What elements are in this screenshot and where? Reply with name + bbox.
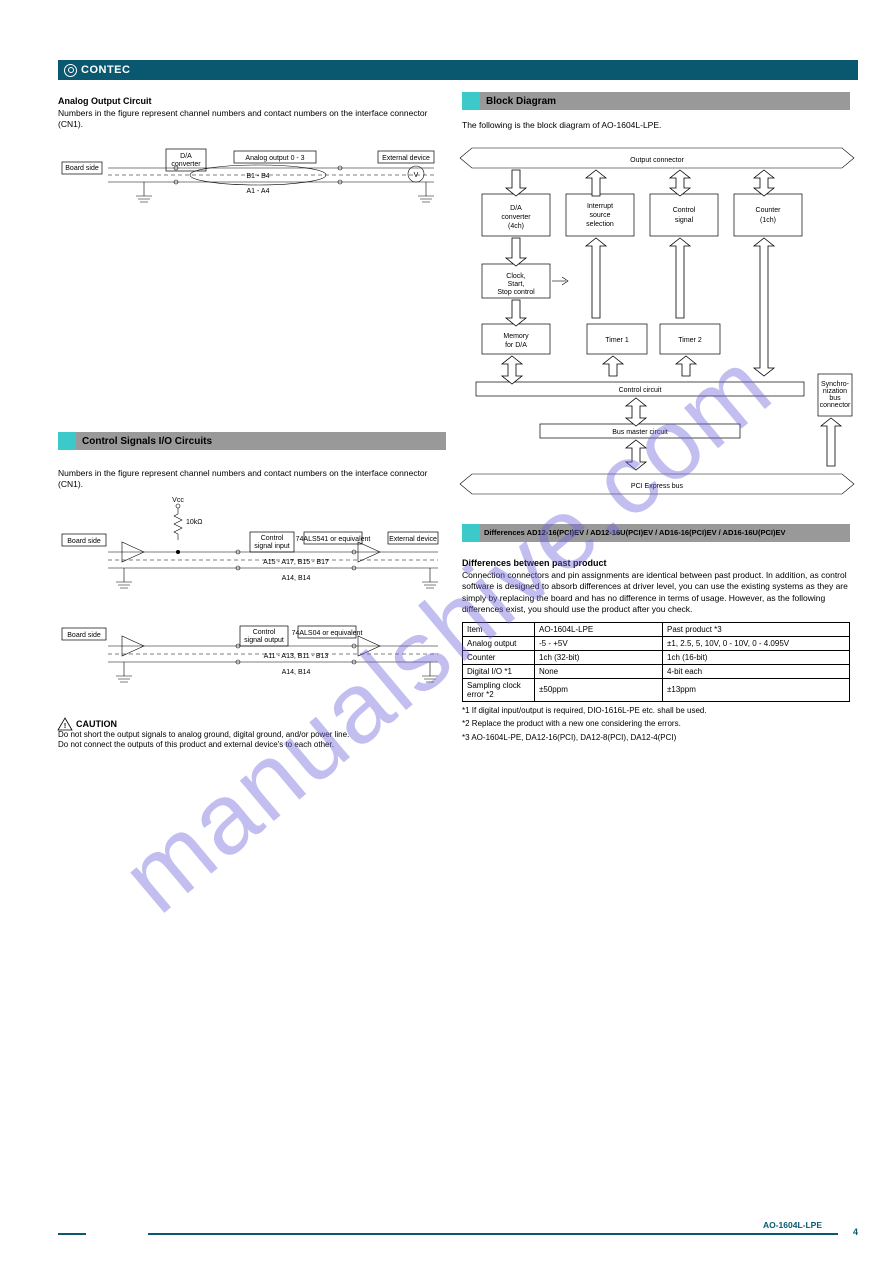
svg-text:Counter: Counter: [756, 207, 782, 214]
svg-text:nization: nization: [823, 388, 847, 395]
svg-text:Control: Control: [261, 535, 284, 542]
svg-text:Start,: Start,: [508, 281, 525, 288]
header-bar: CONTEC: [58, 60, 858, 80]
brand-label: CONTEC: [81, 64, 130, 76]
footer-product: AO-1604L-LPE: [763, 1220, 822, 1230]
block-diagram: Output connector D/A converter (4ch) Inter…: [462, 134, 857, 524]
svg-text:74ALS04 or equivalent: 74ALS04 or equivalent: [292, 630, 363, 637]
table-row: Digital I/O *1None4-bit each: [463, 664, 850, 678]
section-bar-block: Block Diagram: [462, 92, 850, 110]
svg-text:A14, B14: A14, B14: [282, 575, 311, 582]
ctl-input-diagram: Board side Controlsignal input 74ALS541 …: [58, 494, 446, 604]
svg-text:Control: Control: [253, 629, 276, 636]
svg-text:selection: selection: [586, 221, 614, 228]
diff-table: ItemAO-1604L-LPEPast product *3 Analog o…: [462, 622, 850, 702]
svg-text:bus: bus: [829, 395, 841, 402]
svg-text:External device: External device: [389, 536, 437, 543]
svg-text:converter: converter: [171, 161, 201, 168]
svg-text:A1 - A4: A1 - A4: [247, 188, 270, 195]
svg-text:V: V: [414, 172, 419, 179]
svg-text:B1 - B4: B1 - B4: [246, 173, 269, 180]
svg-text:Stop control: Stop control: [497, 289, 535, 296]
ctl-para: Numbers in the figure represent channel …: [58, 468, 446, 491]
svg-text:signal output: signal output: [244, 637, 284, 644]
svg-text:signal input: signal input: [254, 543, 289, 550]
svg-text:10kΩ: 10kΩ: [186, 519, 203, 526]
svg-text:Output connector: Output connector: [630, 157, 684, 164]
svg-text:Control circuit: Control circuit: [619, 387, 662, 394]
diff-note-1: *1 If digital input/output is required, …: [462, 706, 850, 716]
left-column: Analog Output Circuit Numbers in the fig…: [58, 92, 446, 226]
table-row: Analog output-5 - +5V±1, 2.5, 5, 10V, 0 …: [463, 636, 850, 650]
footer: AO-1604L-LPE 4: [58, 1221, 858, 1235]
svg-text:Analog output 0 - 3: Analog output 0 - 3: [245, 155, 304, 162]
svg-text:converter: converter: [501, 214, 531, 221]
svg-text:Timer 2: Timer 2: [678, 337, 702, 344]
table-row: Sampling clock error *2±50ppm±13ppm: [463, 678, 850, 701]
svg-text:Interrupt: Interrupt: [587, 203, 613, 210]
diff-para: Connection connectors and pin assignment…: [462, 570, 850, 616]
ao-heading: Analog Output Circuit: [58, 96, 446, 106]
table-row: Counter1ch (32-bit)1ch (16-bit): [463, 650, 850, 664]
svg-text:PCI Express bus: PCI Express bus: [631, 483, 684, 490]
svg-text:External device: External device: [382, 155, 430, 162]
svg-text:Clock,: Clock,: [506, 273, 526, 280]
svg-text:Control: Control: [673, 207, 696, 214]
section-ctl: Control Signals I/O Circuits Numbers in …: [58, 432, 446, 754]
svg-text:(1ch): (1ch): [760, 217, 776, 224]
svg-text:(4ch): (4ch): [508, 223, 524, 230]
section-diff: Differences AD12-16(PCI)EV / AD12-16U(PC…: [462, 524, 850, 746]
svg-text:D/A: D/A: [180, 153, 192, 160]
caution-block: ! CAUTION Do not short the output signal…: [58, 718, 446, 751]
ao-circuit-diagram: Board side D/Aconverter Analog output 0 …: [58, 134, 446, 224]
svg-text:Memory: Memory: [503, 333, 529, 340]
svg-text:connector: connector: [820, 402, 851, 409]
diff-heading: Differences between past product: [462, 558, 850, 568]
svg-text:Board side: Board side: [67, 632, 101, 639]
svg-text:Vcc: Vcc: [172, 497, 184, 504]
svg-text:Synchro-: Synchro-: [821, 381, 850, 388]
svg-text:signal: signal: [675, 217, 694, 224]
caution-icon: !: [58, 718, 72, 730]
svg-text:source: source: [589, 212, 610, 219]
svg-text:for D/A: for D/A: [505, 342, 527, 349]
diff-note-2: *2 Replace the product with a new one co…: [462, 719, 850, 729]
svg-text:D/A: D/A: [510, 205, 522, 212]
contec-logo-icon: [64, 64, 77, 77]
svg-text:74ALS541 or equivalent: 74ALS541 or equivalent: [296, 536, 371, 543]
svg-text:Timer 1: Timer 1: [605, 337, 629, 344]
svg-text:!: !: [64, 723, 66, 730]
ao-para: Numbers in the figure represent channel …: [58, 108, 446, 131]
svg-text:Board side: Board side: [67, 538, 101, 545]
ctl-output-diagram: Board side Controlsignal output 74ALS04 …: [58, 606, 446, 706]
section-bar-diff: Differences AD12-16(PCI)EV / AD12-16U(PC…: [462, 524, 850, 542]
footer-page: 4: [853, 1227, 858, 1237]
svg-text:A14, B14: A14, B14: [282, 669, 311, 676]
diff-note-3: *3 AO-1604L-PE, DA12-16(PCI), DA12-8(PCI…: [462, 733, 850, 743]
svg-text:Board side: Board side: [65, 165, 99, 172]
block-intro: The following is the block diagram of AO…: [462, 120, 850, 131]
svg-text:Bus master circuit: Bus master circuit: [612, 429, 668, 436]
right-column: Block Diagram The following is the block…: [462, 92, 850, 526]
section-bar-ctl: Control Signals I/O Circuits: [58, 432, 446, 450]
